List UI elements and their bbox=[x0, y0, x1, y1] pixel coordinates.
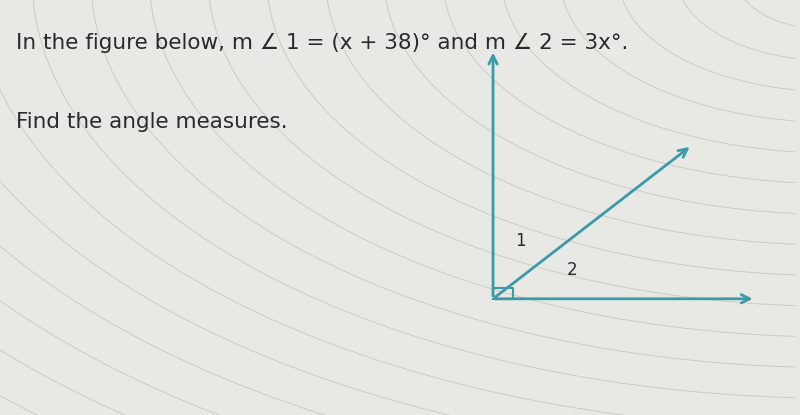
Text: 2: 2 bbox=[567, 261, 578, 279]
Text: In the figure below, m ∠ 1 = (x + 38)° and m ∠ 2 = 3x°.: In the figure below, m ∠ 1 = (x + 38)° a… bbox=[16, 33, 628, 53]
Text: 1: 1 bbox=[515, 232, 526, 250]
Text: Find the angle measures.: Find the angle measures. bbox=[16, 112, 287, 132]
